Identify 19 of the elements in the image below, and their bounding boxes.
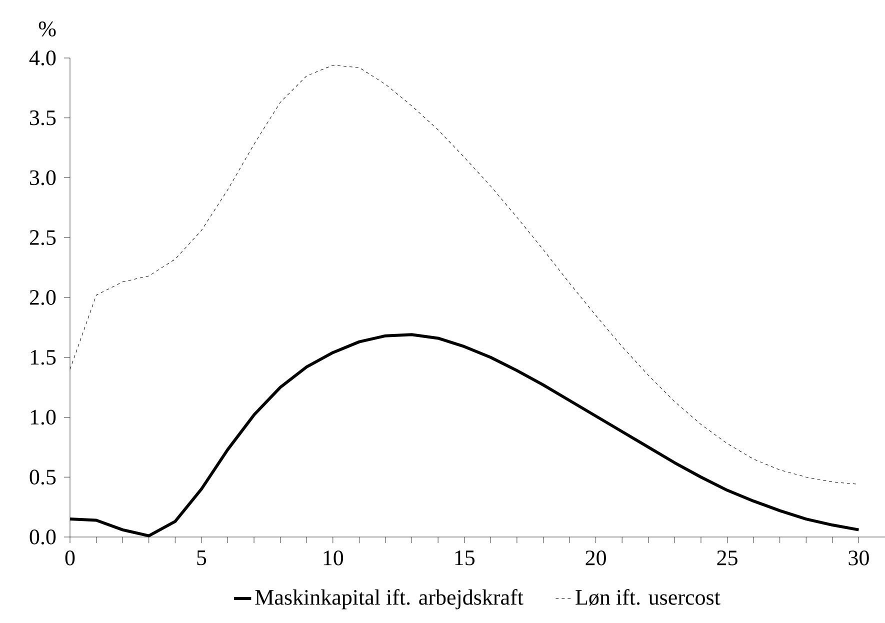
y-tick-label: 2.0 xyxy=(30,290,56,305)
x-tick-label: 5 xyxy=(197,550,206,566)
legend-label: Løn ift. usercost xyxy=(576,589,720,606)
x-tick-label: 25 xyxy=(717,550,738,566)
x-tick-label: 15 xyxy=(455,550,475,566)
y-tick-label: 4.0 xyxy=(29,50,56,66)
y-tick-label: 1.5 xyxy=(30,350,56,365)
y-tick-label: 3.0 xyxy=(30,170,56,186)
y-tick-label: 2.5 xyxy=(30,230,56,246)
x-tick-label: 0 xyxy=(65,550,75,566)
y-tick-label: 0.5 xyxy=(30,470,56,485)
x-tick-label: 20 xyxy=(586,550,606,566)
y-tick-label: 1.0 xyxy=(30,410,56,425)
x-tick-label: 30 xyxy=(848,550,869,566)
y-axis-title: % xyxy=(38,22,56,36)
y-tick-label: 0.0 xyxy=(30,530,56,544)
y-tick-label: 3.5 xyxy=(30,110,56,126)
x-tick-label: 10 xyxy=(324,550,344,566)
legend-label: Maskinkapital ift. arbejdskraft xyxy=(255,589,524,610)
